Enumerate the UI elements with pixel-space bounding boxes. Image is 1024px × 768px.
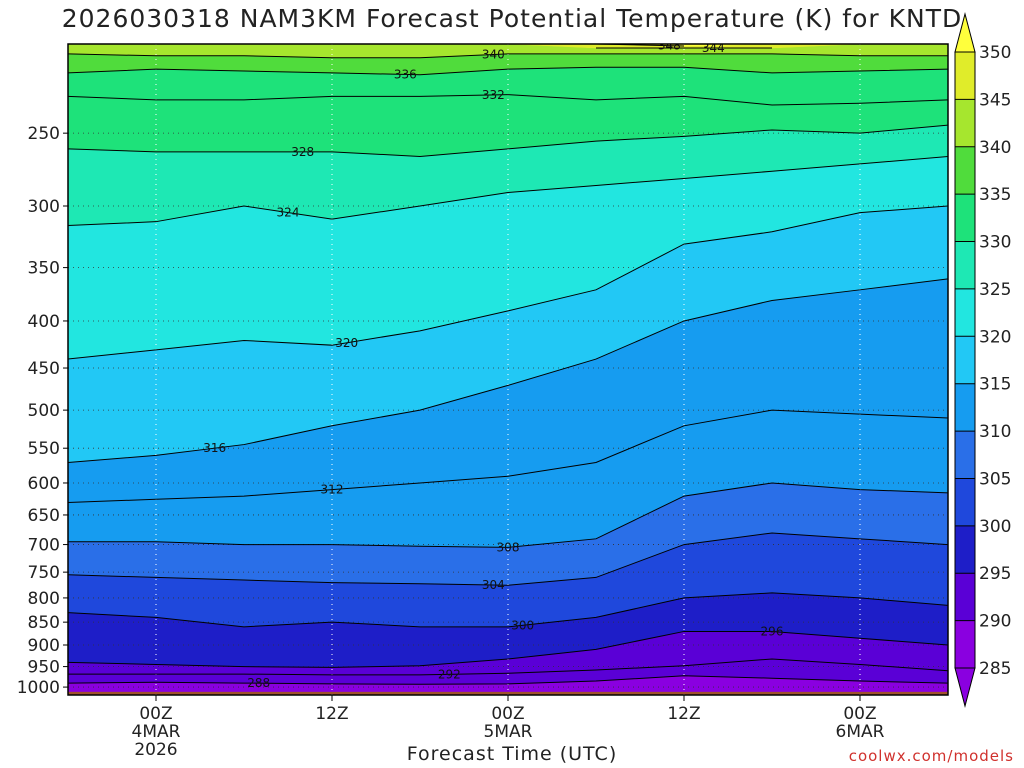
y-tick-label: 900 — [28, 636, 60, 656]
contour-label: 304 — [482, 578, 505, 592]
contour-line — [68, 53, 948, 59]
x-tick-label: 6MAR — [836, 722, 885, 742]
colorbar-tick-label: 345 — [979, 90, 1011, 110]
contour-line — [68, 409, 948, 503]
y-tick-label: 1000 — [17, 678, 60, 698]
colorbar-tick-label: 350 — [979, 43, 1011, 63]
contour-label: 308 — [497, 540, 520, 554]
y-tick-label: 750 — [28, 563, 60, 583]
colorbar-swatch — [955, 478, 975, 526]
contour-label: 320 — [335, 336, 358, 350]
contour-label: 336 — [394, 67, 417, 81]
contour-line — [68, 94, 948, 106]
ground-surface — [68, 691, 948, 695]
contour-label: 344 — [702, 41, 725, 55]
colorbar-tick-label: 325 — [979, 280, 1011, 300]
y-axis: 250 300 350 400 450 500 550 600 650 700 750 800 850 9… — [17, 124, 68, 698]
colorbar-tick-label: 330 — [979, 233, 1011, 253]
colorbar-swatch — [955, 288, 975, 337]
y-tick-label: 600 — [28, 474, 60, 494]
colorbar-tick-label: 315 — [979, 375, 1011, 395]
colorbar-swatch — [955, 383, 975, 432]
colorbar: 285 290 295 300 305 310 315 320 325 330 335 340 345 3… — [954, 12, 1011, 708]
x-tick-label: 12Z — [667, 704, 700, 724]
chart-title: 2026030318 NAM3KM Forecast Potential Tem… — [61, 4, 963, 33]
y-tick-label: 850 — [28, 613, 60, 633]
y-tick-label: 550 — [28, 439, 60, 459]
y-tick-label: 450 — [28, 359, 60, 379]
contour-line — [68, 205, 948, 360]
colorbar-top-arrow — [954, 12, 976, 53]
colorbar-tick-label: 295 — [979, 564, 1011, 584]
colorbar-tick-label: 285 — [979, 659, 1011, 679]
colorbar-tick-label: 305 — [979, 469, 1011, 489]
gridlines — [68, 44, 948, 695]
colorbar-swatch — [955, 52, 975, 100]
contour-label: 312 — [321, 483, 344, 497]
plot-area: 288 292 296 300 304 308 312 316 320 324 328 332 336 3… — [68, 39, 948, 695]
y-tick-label: 400 — [28, 312, 60, 332]
temperature-band — [68, 44, 948, 49]
contour-label: 332 — [482, 88, 505, 102]
contour-line — [68, 532, 948, 586]
x-axis-label: Forecast Time (UTC) — [406, 743, 618, 765]
contour-line — [68, 675, 948, 685]
colorbar-bottom-arrow — [954, 667, 976, 708]
contour-label: 300 — [511, 618, 534, 632]
colorbar-tick-label: 340 — [979, 138, 1011, 158]
contour-label: 328 — [291, 145, 314, 159]
contour-label: 288 — [247, 676, 270, 690]
contour-line — [68, 66, 948, 76]
colorbar-swatch — [955, 431, 975, 479]
source-credit: coolwx.com/models — [848, 747, 1014, 765]
x-tick-label: 00Z — [491, 704, 524, 724]
y-tick-label: 800 — [28, 589, 60, 609]
contour-lines — [68, 44, 948, 685]
colorbar-swatch — [955, 146, 975, 195]
colorbar-swatch — [955, 620, 975, 668]
contour-label: 324 — [277, 206, 300, 220]
x-tick-label: 00Z — [843, 704, 876, 724]
colorbar-swatch — [955, 241, 975, 289]
colorbar-tick-label: 300 — [979, 517, 1011, 537]
contour-label: 296 — [761, 624, 784, 638]
y-tick-label: 350 — [28, 259, 60, 279]
x-tick-label: 5MAR — [484, 722, 533, 742]
colorbar-tick-label: 335 — [979, 185, 1011, 205]
colorbar-tick-label: 320 — [979, 327, 1011, 347]
colorbar-tick-label: 310 — [979, 422, 1011, 442]
contour-line — [68, 124, 948, 157]
contour-label: 348 — [658, 39, 681, 53]
contour-line — [68, 592, 948, 628]
contour-label: 316 — [203, 441, 226, 455]
colorbar-swatch — [955, 194, 975, 242]
contour-labels: 288 292 296 300 304 308 312 316 320 324 328 332 336 3… — [203, 39, 784, 690]
contour-line — [68, 658, 948, 676]
colorbar-swatch — [955, 573, 975, 621]
x-tick-label: 00Z — [139, 704, 172, 724]
x-tick-label: 2026 — [134, 740, 177, 760]
contour-line — [68, 630, 948, 668]
y-tick-label: 250 — [28, 124, 60, 144]
x-tick-label: 12Z — [315, 704, 348, 724]
y-tick-label: 650 — [28, 506, 60, 526]
contour-label: 340 — [482, 48, 505, 62]
contour-line — [68, 278, 948, 463]
contour-line — [68, 155, 948, 227]
colorbar-swatch — [955, 525, 975, 574]
y-tick-label: 500 — [28, 401, 60, 421]
y-tick-label: 700 — [28, 536, 60, 556]
colorbar-swatch — [955, 336, 975, 384]
contour-line — [68, 482, 948, 548]
colorbar-tick-label: 290 — [979, 612, 1011, 632]
contour-label: 292 — [438, 667, 461, 681]
y-tick-label: 300 — [28, 197, 60, 217]
y-tick-label: 950 — [28, 658, 60, 678]
colorbar-swatch — [955, 99, 975, 147]
x-tick-label: 4MAR — [132, 722, 181, 742]
